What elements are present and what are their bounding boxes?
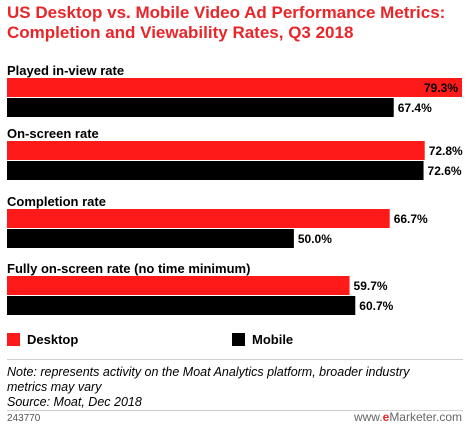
chart-id: 243770 <box>7 413 41 424</box>
category-label: On-screen rate <box>7 126 99 141</box>
value-label-desktop: 66.7% <box>394 212 428 226</box>
legend-swatch-desktop <box>7 332 20 346</box>
bar-chart: Played in-view rate 79.3% 67.4% On-screen r… <box>7 63 463 315</box>
bar-desktop <box>7 209 390 228</box>
bar-mobile <box>7 296 356 315</box>
bar-mobile <box>7 98 394 117</box>
value-label-desktop: 59.7% <box>354 279 388 293</box>
legend-label-mobile: Mobile <box>252 331 294 347</box>
chart-title-line-1: US Desktop vs. Mobile Video Ad Performan… <box>7 3 446 22</box>
legend-swatch-mobile <box>232 332 245 346</box>
category-label: Fully on-screen rate (no time minimum) <box>7 261 250 276</box>
source-line: Source: Moat, Dec 2018 <box>7 395 142 409</box>
brand-prefix: www. <box>353 410 383 424</box>
category-label: Played in-view rate <box>7 63 124 78</box>
legend-item-desktop: Desktop <box>7 331 78 347</box>
bar-desktop <box>7 276 350 295</box>
legend-label-desktop: Desktop <box>27 331 79 347</box>
bar-desktop <box>7 78 462 97</box>
note-line-1: Note: represents activity on the Moat An… <box>7 365 410 379</box>
bar-mobile <box>7 229 294 248</box>
value-label-mobile: 67.4% <box>398 101 432 115</box>
note-line-2: metrics may vary <box>7 380 102 394</box>
legend-item-mobile: Mobile <box>232 331 293 347</box>
brand-e: e <box>382 410 390 424</box>
chart-title-line-2: Completion and Viewability Rates, Q3 201… <box>7 23 354 42</box>
footer-divider <box>7 410 463 411</box>
value-label-desktop: 79.3% <box>424 81 458 95</box>
value-label-mobile: 60.7% <box>359 299 393 313</box>
value-label-desktop: 72.8% <box>429 144 463 158</box>
value-label-mobile: 50.0% <box>298 232 332 246</box>
bar-desktop <box>7 141 425 160</box>
brand-rest: Marketer.com <box>389 410 462 424</box>
category-label: Completion rate <box>7 194 106 209</box>
divider-line <box>7 359 463 360</box>
chart-title: US Desktop vs. Mobile Video Ad Performan… <box>7 3 462 43</box>
chart-note: Note: represents activity on the Moat An… <box>7 365 463 410</box>
emarketer-logo: www.eMarketer.com <box>354 410 462 424</box>
value-label-mobile: 72.6% <box>428 164 462 178</box>
bar-mobile <box>7 161 424 180</box>
